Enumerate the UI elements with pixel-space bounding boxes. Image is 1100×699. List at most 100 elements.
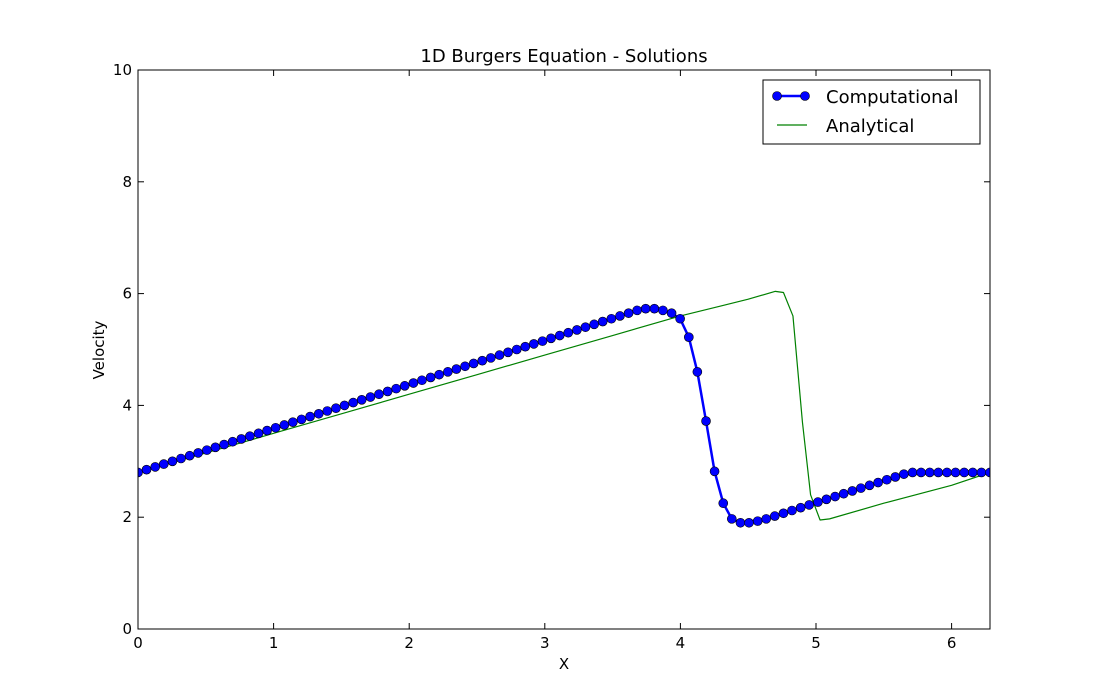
data-point-computational bbox=[270, 422, 281, 433]
data-point-computational bbox=[443, 367, 453, 377]
y-tick-label: 8 bbox=[122, 173, 132, 191]
data-point-computational bbox=[477, 355, 488, 366]
legend-label-computational: Computational bbox=[826, 87, 959, 108]
data-point-computational bbox=[202, 445, 212, 455]
x-tick-label: 1 bbox=[269, 634, 279, 652]
data-point-computational bbox=[623, 308, 634, 318]
data-point-computational bbox=[976, 467, 987, 478]
data-point-computational bbox=[769, 511, 780, 521]
data-point-computational bbox=[752, 516, 763, 526]
data-point-computational bbox=[804, 500, 815, 510]
data-point-computational bbox=[417, 375, 427, 386]
y-tick-label: 10 bbox=[113, 61, 132, 79]
data-point-computational bbox=[967, 467, 978, 478]
data-point-computational bbox=[348, 397, 358, 408]
y-tick-label: 6 bbox=[122, 285, 132, 303]
y-tick-label: 4 bbox=[122, 396, 132, 414]
data-point-computational bbox=[296, 414, 307, 425]
x-tick-label: 6 bbox=[947, 634, 957, 652]
data-point-computational bbox=[408, 378, 419, 388]
data-point-computational bbox=[184, 450, 195, 461]
data-point-computational bbox=[322, 406, 333, 416]
legend-marker-computational bbox=[800, 91, 810, 101]
legend-marker-computational bbox=[772, 91, 782, 101]
data-point-computational bbox=[821, 494, 832, 505]
legend-label-analytical: Analytical bbox=[826, 116, 914, 137]
x-tick-label: 2 bbox=[404, 634, 414, 652]
data-point-computational bbox=[572, 325, 582, 335]
data-point-computational bbox=[761, 514, 772, 524]
x-tick-label: 0 bbox=[133, 634, 143, 652]
legend: Computational Analytical bbox=[762, 79, 981, 145]
data-point-computational bbox=[950, 467, 961, 478]
data-point-computational bbox=[279, 420, 290, 430]
data-point-computational bbox=[640, 303, 651, 314]
x-axis-label: X bbox=[559, 655, 569, 673]
data-point-computational bbox=[554, 330, 565, 341]
data-point-computational bbox=[864, 480, 875, 491]
data-point-computational bbox=[537, 336, 548, 346]
data-point-computational bbox=[434, 369, 444, 380]
data-point-computational bbox=[709, 466, 720, 477]
data-point-computational bbox=[580, 322, 591, 332]
data-point-computational bbox=[167, 456, 178, 467]
chart-title: 1D Burgers Equation - Solutions bbox=[420, 46, 707, 67]
data-point-computational bbox=[150, 462, 161, 472]
data-point-computational bbox=[606, 313, 617, 324]
data-point-computational bbox=[494, 350, 505, 360]
data-point-computational bbox=[339, 400, 350, 411]
data-point-computational bbox=[331, 403, 341, 413]
y-tick-label: 0 bbox=[122, 620, 132, 638]
data-point-computational bbox=[563, 327, 574, 338]
data-point-computational bbox=[193, 448, 204, 458]
data-point-computational bbox=[365, 392, 376, 402]
data-point-computational bbox=[529, 339, 539, 349]
data-point-computational bbox=[451, 364, 462, 374]
data-point-computational bbox=[873, 477, 883, 488]
data-point-computational bbox=[236, 434, 247, 444]
data-point-computational bbox=[907, 467, 918, 478]
data-point-computational bbox=[288, 417, 298, 427]
data-point-computational bbox=[511, 344, 522, 355]
data-point-computational bbox=[649, 303, 660, 314]
data-point-computational bbox=[253, 428, 264, 439]
legend-box bbox=[762, 79, 981, 145]
data-point-computational bbox=[847, 486, 858, 496]
data-point-computational bbox=[245, 431, 255, 441]
data-point-computational bbox=[916, 467, 926, 478]
data-point-computational bbox=[460, 361, 470, 372]
data-point-computational bbox=[546, 333, 556, 344]
data-point-computational bbox=[486, 353, 496, 363]
data-point-computational bbox=[176, 453, 186, 464]
data-point-computational bbox=[735, 517, 746, 528]
data-point-computational bbox=[503, 347, 513, 358]
data-point-computational bbox=[305, 411, 315, 422]
data-point-computational bbox=[675, 313, 685, 324]
series-line-analytical bbox=[138, 290, 990, 521]
data-point-computational bbox=[942, 467, 952, 478]
data-point-computational bbox=[632, 305, 642, 316]
data-point-computational bbox=[778, 508, 789, 519]
data-point-computational bbox=[666, 308, 677, 318]
plot-frame bbox=[137, 69, 991, 630]
data-point-computational bbox=[830, 491, 840, 502]
data-point-computational bbox=[924, 467, 935, 478]
y-axis-label: Velocity bbox=[90, 320, 108, 379]
data-point-computational bbox=[210, 442, 221, 453]
data-point-computational bbox=[959, 467, 970, 478]
data-point-computational bbox=[856, 483, 866, 493]
data-point-computational bbox=[795, 502, 806, 513]
data-point-computational bbox=[374, 389, 384, 400]
data-point-computational bbox=[391, 383, 401, 394]
data-point-computational bbox=[597, 316, 608, 327]
data-point-computational bbox=[227, 436, 238, 447]
data-point-computational bbox=[684, 332, 694, 343]
data-point-computational bbox=[520, 341, 531, 352]
data-point-computational bbox=[701, 416, 711, 426]
x-tick-label: 4 bbox=[676, 634, 686, 652]
data-point-computational bbox=[425, 372, 436, 383]
data-point-computational bbox=[589, 319, 599, 330]
series-layer bbox=[138, 290, 990, 528]
x-tick-label: 5 bbox=[811, 634, 821, 652]
